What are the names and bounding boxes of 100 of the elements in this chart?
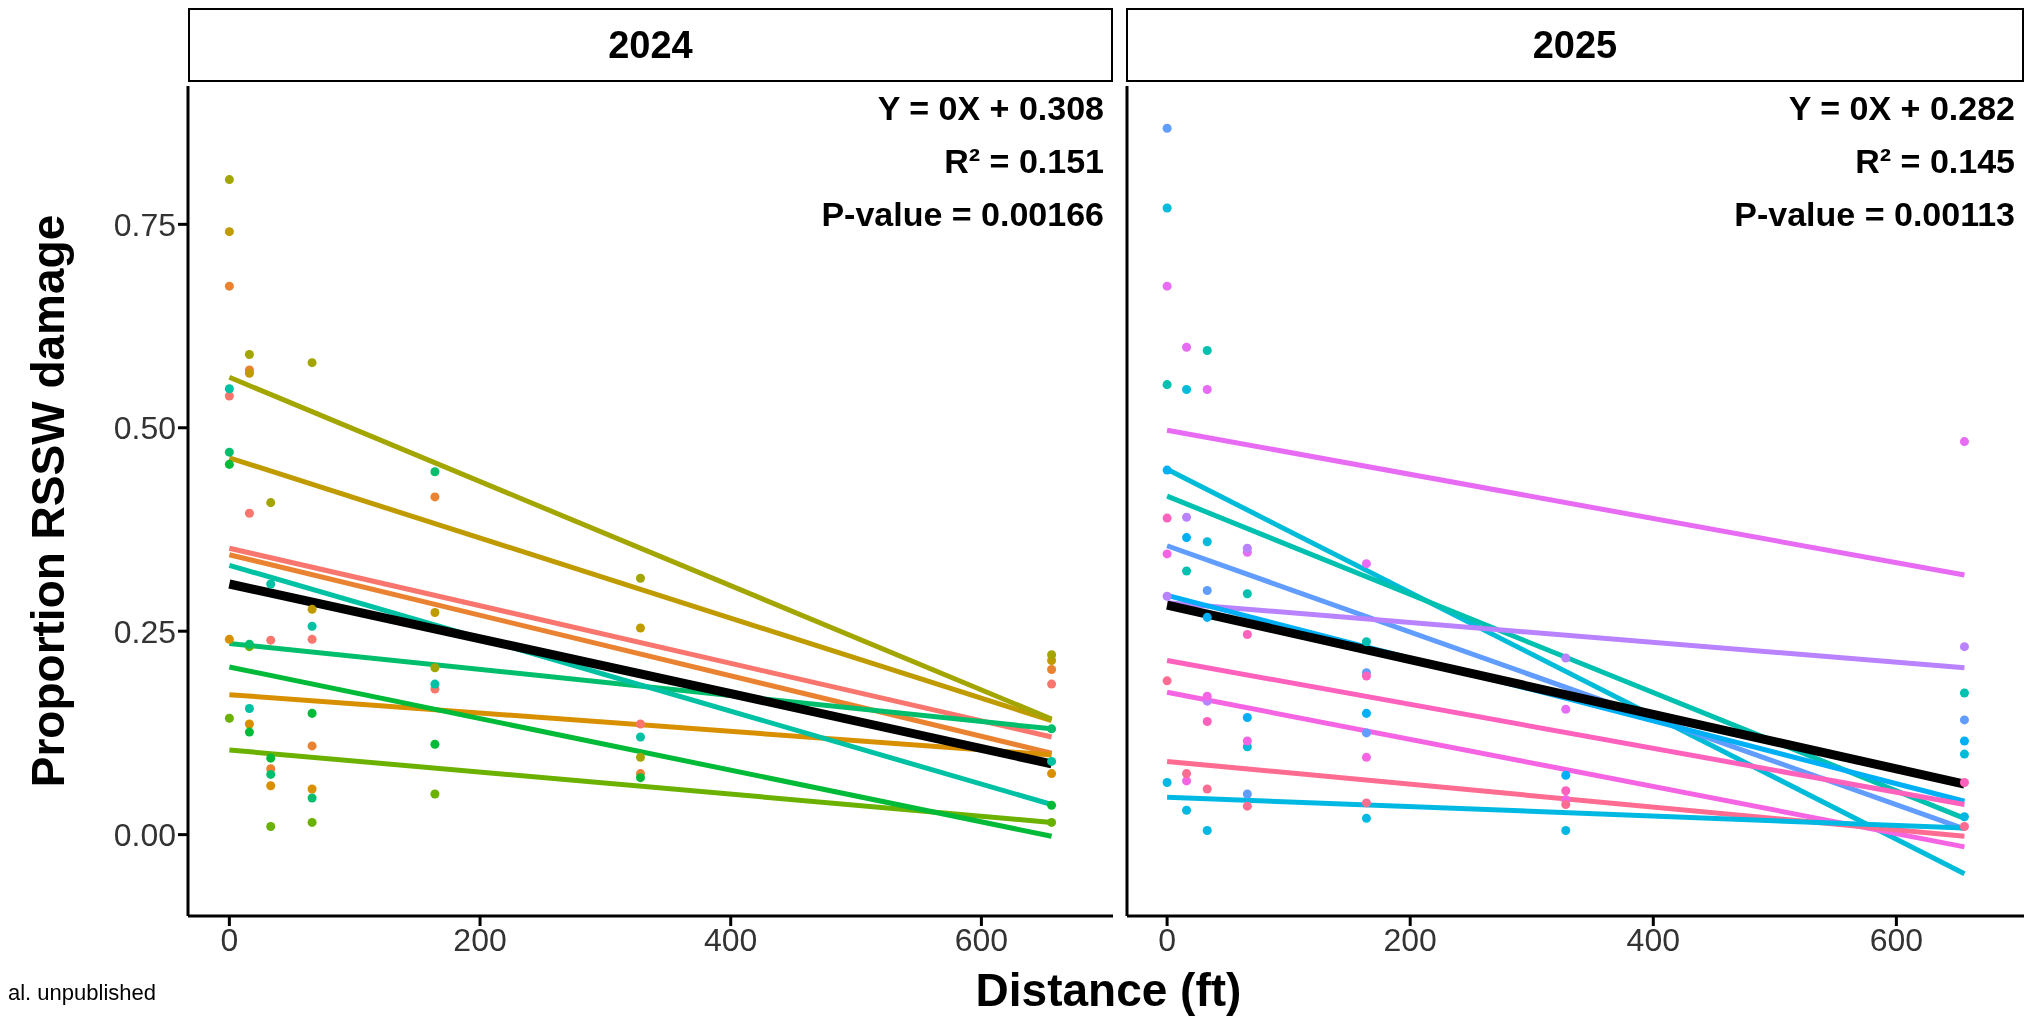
point (244, 703, 254, 714)
point (1959, 715, 1969, 725)
point (1361, 798, 1371, 808)
point (224, 634, 234, 644)
point (1182, 805, 1192, 815)
point (1202, 784, 1212, 794)
point (1561, 800, 1571, 810)
point (1361, 637, 1371, 647)
chart-title: 2024 (188, 8, 1113, 82)
x-tick-label: 600 (954, 921, 1009, 958)
y-tick-label: 0.00 (113, 816, 176, 853)
point (244, 508, 254, 518)
point (266, 635, 276, 645)
point (1361, 559, 1371, 569)
point (1162, 778, 1172, 788)
point (1242, 801, 1252, 811)
point (1959, 821, 1969, 831)
chart-title: 2025 (1126, 8, 2024, 82)
y-tick-label: 0.50 (113, 410, 176, 447)
point (1242, 736, 1252, 746)
point (1182, 385, 1192, 395)
point (1959, 688, 1969, 698)
point (1561, 770, 1571, 780)
point (1959, 812, 1969, 822)
point (1959, 437, 1969, 447)
point (1242, 543, 1252, 553)
point (1162, 380, 1172, 390)
point (307, 621, 317, 631)
point (1242, 712, 1252, 722)
annotation: R² = 0.145 (1854, 141, 2015, 182)
x-tick-label: 600 (1869, 921, 1924, 958)
point (1047, 650, 1057, 660)
x-tick-label: 200 (1383, 921, 1437, 958)
point (307, 817, 317, 827)
point (1047, 664, 1057, 674)
point (430, 492, 440, 502)
point (266, 781, 276, 791)
point (1202, 586, 1212, 596)
x-tick-label: 200 (453, 921, 507, 958)
x-tick-label: 400 (704, 921, 758, 958)
point (1561, 826, 1571, 836)
point (1182, 342, 1192, 352)
y-tick-label: 0.25 (113, 613, 176, 650)
point (244, 727, 254, 737)
point (1202, 612, 1212, 622)
y-axis-title: Proportion RSSW damage (21, 214, 75, 788)
point (1361, 708, 1371, 718)
annotation: P-value = 0.00166 (821, 194, 1104, 235)
point (430, 467, 440, 477)
point (1242, 789, 1252, 799)
point (430, 663, 440, 673)
point (1959, 749, 1969, 759)
point (1202, 537, 1212, 547)
point (224, 281, 234, 291)
point (1959, 642, 1969, 652)
x-tick-label: 400 (1626, 921, 1680, 958)
point (1959, 736, 1969, 746)
point (1182, 769, 1192, 779)
point (1202, 385, 1212, 395)
point (1047, 817, 1057, 827)
point (1182, 566, 1192, 576)
point (307, 708, 317, 718)
point (1959, 778, 1969, 788)
point (1561, 653, 1571, 663)
x-tick-label: 0 (220, 921, 239, 958)
point (1561, 786, 1571, 796)
point (635, 732, 645, 742)
x-tick-label: 0 (1158, 921, 1177, 958)
point (1361, 752, 1371, 762)
point (266, 769, 276, 779)
annotation: P-value = 0.00113 (1734, 194, 2015, 235)
point (1561, 704, 1571, 714)
point (266, 579, 276, 589)
point (307, 604, 317, 614)
point (307, 793, 317, 803)
point (307, 358, 317, 368)
y-tick-label: 0.75 (113, 206, 176, 243)
point (1047, 724, 1057, 734)
point (1047, 769, 1057, 779)
point (1162, 513, 1172, 523)
point (244, 719, 254, 729)
point (430, 607, 440, 617)
point (635, 773, 645, 783)
point (1182, 512, 1192, 522)
point (244, 350, 254, 360)
point (1162, 123, 1172, 133)
point (307, 784, 317, 794)
point (1242, 589, 1252, 599)
point (224, 175, 234, 185)
point (635, 752, 645, 762)
point (266, 753, 276, 763)
point (1047, 756, 1057, 766)
point (1047, 679, 1057, 689)
point (635, 719, 645, 729)
point (1202, 691, 1212, 701)
point (266, 498, 276, 508)
point (1162, 203, 1172, 213)
point (266, 821, 276, 831)
text: al. unpublished (8, 980, 157, 1006)
point (1047, 800, 1057, 810)
